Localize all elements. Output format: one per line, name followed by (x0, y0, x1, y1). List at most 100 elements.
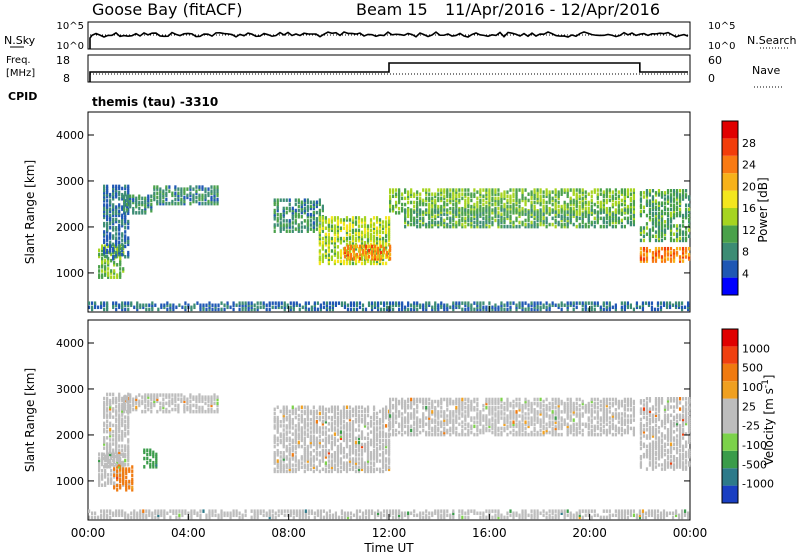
heatmap-cell (363, 444, 367, 449)
heatmap-cell (115, 226, 118, 230)
heatmap-cell (684, 236, 688, 241)
heatmap-cell (617, 200, 620, 205)
heatmap-cell (351, 261, 355, 266)
heatmap-cell (446, 192, 449, 196)
heatmap-cell (276, 424, 279, 428)
heatmap-cell (645, 222, 649, 226)
heatmap-cell (174, 407, 177, 412)
heatmap-cell (584, 190, 587, 194)
heatmap-cell (321, 255, 324, 259)
heatmap-cell (482, 414, 485, 418)
heatmap-cell (654, 201, 658, 205)
heatmap-cell (446, 188, 449, 192)
heatmap-cell (177, 405, 180, 410)
heatmap-cell (527, 303, 530, 307)
heatmap-cell (283, 303, 286, 307)
heatmap-cell (192, 199, 195, 204)
heatmap-cell (482, 198, 485, 203)
noise-left-tick-top: 10^5 (57, 21, 84, 32)
heatmap-cell (115, 194, 118, 199)
heatmap-cell (303, 424, 306, 428)
heatmap-cell (122, 467, 125, 471)
heatmap-cell (312, 212, 315, 217)
colorbar-swatch (722, 190, 738, 208)
heatmap-cell (593, 216, 596, 221)
heatmap-cell (419, 196, 422, 201)
heatmap-cell (127, 417, 130, 421)
heatmap-cell (109, 450, 112, 455)
heatmap-cell (404, 220, 407, 225)
heatmap-cell (437, 307, 440, 312)
heatmap-cell (288, 420, 291, 424)
heatmap-cell (339, 413, 343, 418)
heatmap-cell (437, 206, 440, 211)
heatmap-cell (642, 259, 646, 263)
freq-label-line2: [MHz] (6, 68, 35, 79)
heatmap-cell (297, 436, 300, 441)
heatmap-cell (216, 395, 219, 399)
heatmap-cell (103, 303, 106, 307)
heatmap-cell (672, 224, 676, 228)
heatmap-cell (152, 462, 155, 467)
heatmap-cell (147, 204, 150, 209)
heatmap-cell (372, 405, 376, 410)
heatmap-cell (330, 409, 334, 414)
heatmap-cell (315, 422, 318, 426)
heatmap-cell (180, 191, 183, 196)
heatmap-cell (623, 190, 626, 194)
heatmap-cell (506, 307, 509, 312)
heatmap-cell (307, 307, 310, 312)
heatmap-cell (684, 207, 688, 212)
heatmap-cell (183, 201, 186, 206)
heatmap-cell (142, 305, 145, 310)
heatmap-cell (265, 303, 268, 307)
heatmap-cell (276, 206, 279, 211)
heatmap-cell (339, 457, 343, 461)
heatmap-cell (497, 401, 500, 406)
heatmap-cell (151, 307, 154, 312)
heatmap-cell (109, 221, 112, 226)
heatmap-cell (434, 418, 437, 422)
heatmap-cell (369, 467, 373, 472)
heatmap-cell (449, 211, 452, 215)
heatmap-cell (500, 399, 503, 404)
heatmap-cell (407, 426, 410, 431)
heatmap-cell (602, 194, 605, 199)
heatmap-cell (348, 415, 352, 420)
heatmap-cell (339, 446, 343, 451)
heatmap-cell (351, 440, 355, 445)
heatmap-cell (629, 216, 632, 221)
heatmap-cell (373, 244, 377, 249)
heatmap-cell (530, 212, 533, 216)
heatmap-cell (602, 190, 605, 194)
heatmap-cell (500, 224, 503, 229)
heatmap-cell (106, 194, 109, 199)
heatmap-cell (428, 412, 431, 416)
heatmap-cell (381, 238, 385, 243)
heatmap-cell (348, 453, 352, 457)
heatmap-cell (306, 409, 309, 414)
heatmap-cell (282, 417, 285, 422)
heatmap-cell (165, 409, 168, 414)
heatmap-cell (387, 234, 391, 239)
heatmap-cell (110, 271, 113, 275)
heatmap-cell (557, 194, 560, 199)
heatmap-cell (500, 204, 503, 209)
heatmap-cell (384, 467, 388, 472)
heatmap-cell (524, 307, 527, 312)
heatmap-cell (112, 197, 115, 201)
heatmap-cell (152, 454, 155, 459)
heatmap-cell (312, 448, 315, 453)
heatmap-cell (351, 407, 355, 412)
heatmap-cell (437, 420, 440, 424)
heatmap-cell (160, 305, 163, 310)
heatmap-cell (375, 220, 379, 224)
heatmap-cell (288, 463, 291, 467)
heatmap-cell (352, 248, 356, 253)
heatmap-cell (497, 192, 500, 196)
colorbar-frame (721, 120, 739, 296)
heatmap-cell (614, 188, 617, 192)
heatmap-cell (381, 455, 385, 459)
heatmap-cell (321, 426, 324, 430)
heatmap-cell (663, 259, 667, 263)
